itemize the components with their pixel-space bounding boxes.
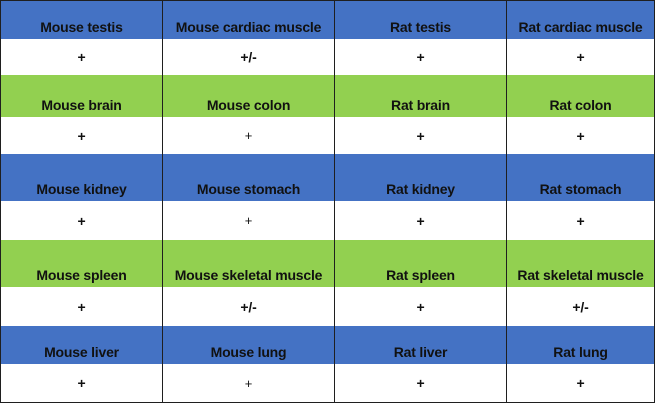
tissue-header-cell: Rat cardiac muscle — [518, 19, 643, 35]
tissue-header-cell: Mouse brain — [1, 75, 163, 117]
expression-value-cell: + — [335, 364, 507, 402]
expression-value-cell: +/- — [572, 298, 589, 315]
expression-value-cell: +/- — [163, 287, 335, 326]
value-row: + + + + — [1, 117, 654, 154]
tissue-header-cell: Mouse kidney — [1, 154, 163, 201]
header-row: Mouse spleen Mouse skeletal muscle Rat spl… — [1, 240, 654, 287]
expression-value-cell: + — [1, 117, 163, 154]
tissue-header-cell: Mouse cardiac muscle — [163, 1, 335, 39]
expression-value-cell: + — [576, 212, 585, 229]
tissue-header-cell: Rat stomach — [539, 181, 622, 197]
expression-value-cell: + — [576, 375, 585, 391]
value-row: + + + + — [1, 364, 654, 402]
expression-value-cell: + — [163, 201, 335, 240]
expression-value-cell: + — [335, 39, 507, 75]
expression-value-cell: + — [163, 364, 335, 402]
tissue-header-cell: Rat testis — [335, 1, 507, 39]
tissue-header-cell: Rat skeletal muscle — [517, 267, 644, 283]
tissue-header-cell: Mouse skeletal muscle — [163, 240, 335, 287]
expression-value-cell: + — [1, 287, 163, 326]
tissue-header-cell: Rat spleen — [335, 240, 507, 287]
tissue-header-cell: Rat liver — [335, 326, 507, 364]
expression-value-cell: + — [335, 117, 507, 154]
header-row: Mouse kidney Mouse stomach Rat kidney Rat s… — [1, 154, 654, 201]
tissue-header-cell: Rat colon — [549, 97, 612, 113]
header-row: Mouse testis Mouse cardiac muscle Rat test… — [1, 1, 654, 39]
expression-value-cell: + — [335, 201, 507, 240]
tissue-header-cell: Mouse testis — [1, 1, 163, 39]
expression-value-cell: + — [163, 117, 335, 154]
header-row: Mouse liver Mouse lung Rat liver Rat lung — [1, 326, 654, 364]
value-row: + +/- + + — [1, 39, 654, 75]
tissue-header-cell: Rat lung — [553, 344, 608, 360]
value-row: + + + + — [1, 201, 654, 240]
header-row: Mouse brain Mouse colon Rat brain Rat colon — [1, 75, 654, 117]
value-row: + +/- + +/- — [1, 287, 654, 326]
expression-value-cell: + — [1, 364, 163, 402]
expression-value-cell: + — [576, 49, 585, 65]
tissue-header-cell: Rat brain — [335, 75, 507, 117]
tissue-header-cell: Mouse liver — [1, 326, 163, 364]
expression-value-cell: + — [1, 39, 163, 75]
tissue-header-cell: Mouse spleen — [1, 240, 163, 287]
tissue-header-cell: Mouse colon — [163, 75, 335, 117]
expression-value-cell: + — [576, 127, 585, 144]
expression-value-cell: + — [1, 201, 163, 240]
expression-value-cell: +/- — [163, 39, 335, 75]
tissue-header-cell: Mouse lung — [163, 326, 335, 364]
expression-value-cell: + — [335, 287, 507, 326]
tissue-header-cell: Rat kidney — [335, 154, 507, 201]
tissue-header-cell: Mouse stomach — [163, 154, 335, 201]
